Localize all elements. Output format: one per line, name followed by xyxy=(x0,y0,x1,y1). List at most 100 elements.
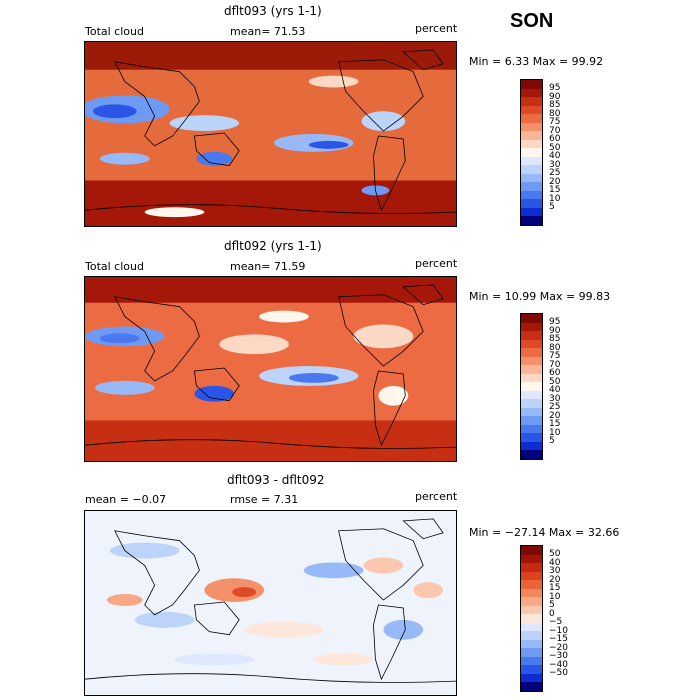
colorbar-segment xyxy=(521,122,542,132)
colorbar-segment xyxy=(521,88,542,98)
colorbar-segment xyxy=(521,580,542,589)
colorbar-tick-label: 90 xyxy=(549,325,561,336)
colorbar-tick-label: 10 xyxy=(549,591,561,602)
colorbar-tick-label: 30 xyxy=(549,393,561,404)
colorbar-tick-label: 20 xyxy=(549,574,561,585)
colorbar-tick-label: 95 xyxy=(549,83,561,94)
panel-middle-minmax: Min = 10.99 Max = 99.83 xyxy=(469,290,611,303)
colorbar-segment xyxy=(521,433,542,442)
panel-middle-title: dflt092 (yrs 1-1) xyxy=(224,239,322,253)
colorbar-tick-label: −30 xyxy=(549,651,568,662)
colorbar-tick-label: 60 xyxy=(549,134,561,145)
colorbar-segment xyxy=(521,382,542,391)
colorbar-tick-label: 15 xyxy=(549,583,561,594)
colorbar-segment xyxy=(521,216,542,225)
panel-middle-field-label: Total cloud xyxy=(85,260,144,273)
colorbar-tick-label: 15 xyxy=(549,185,561,196)
colorbar-tick-label: 95 xyxy=(549,317,561,328)
colorbar-tick-label: 30 xyxy=(549,566,561,577)
colorbar-tick-label: 40 xyxy=(549,385,561,396)
colorbar-tick-label: −40 xyxy=(549,659,568,670)
colorbar-tick-label: 5 xyxy=(549,436,555,447)
panel-top-colorbar xyxy=(520,79,543,226)
colorbar-tick-label: 20 xyxy=(549,410,561,421)
colorbar-segment xyxy=(521,114,542,123)
panel-bottom-colorbar xyxy=(520,545,543,692)
panel-middle-mean: mean= 71.59 xyxy=(230,260,306,273)
colorbar-segment xyxy=(521,631,542,640)
colorbar-tick-label: −15 xyxy=(549,634,568,645)
colorbar-segment xyxy=(521,182,542,191)
colorbar-segment xyxy=(521,373,542,383)
colorbar-segment xyxy=(521,339,542,349)
colorbar-tick-label: 10 xyxy=(549,427,561,438)
colorbar-segment xyxy=(521,407,542,417)
colorbar-segment xyxy=(521,156,542,166)
colorbar-segment xyxy=(521,656,542,666)
panel-bottom-minmax: Min = −27.14 Max = 32.66 xyxy=(469,526,620,539)
panel-bottom-rmse: rmse = 7.31 xyxy=(230,493,299,506)
colorbar-segment xyxy=(521,322,542,332)
colorbar-segment xyxy=(521,614,542,623)
panel-top-field-label: Total cloud xyxy=(85,25,144,38)
colorbar-segment xyxy=(521,390,542,400)
colorbar-tick-label: −10 xyxy=(549,625,568,636)
colorbar-tick-label: 75 xyxy=(549,351,561,362)
colorbar-segment xyxy=(521,190,542,200)
colorbar-tick-label: 0 xyxy=(549,608,555,619)
colorbar-tick-label: 15 xyxy=(549,419,561,430)
colorbar-tick-label: 85 xyxy=(549,100,561,111)
colorbar-segment xyxy=(521,441,542,451)
colorbar-segment xyxy=(521,207,542,217)
panel-middle-units: percent xyxy=(415,257,458,270)
colorbar-tick-label: −20 xyxy=(549,642,568,653)
colorbar-segment xyxy=(521,450,542,459)
colorbar-segment xyxy=(521,314,542,323)
colorbar-segment xyxy=(521,139,542,149)
panel-middle-colorbar xyxy=(520,313,543,460)
colorbar-tick-label: 70 xyxy=(549,359,561,370)
colorbar-segment xyxy=(521,571,542,581)
colorbar-tick-label: 80 xyxy=(549,342,561,353)
colorbar-segment xyxy=(521,665,542,674)
colorbar-tick-label: 50 xyxy=(549,376,561,387)
panel-top-title: dflt093 (yrs 1-1) xyxy=(224,4,322,18)
colorbar-tick-label: 10 xyxy=(549,193,561,204)
colorbar-tick-label: 5 xyxy=(549,202,555,213)
colorbar-segment xyxy=(521,673,542,683)
colorbar-segment xyxy=(521,597,542,606)
colorbar-segment xyxy=(521,356,542,366)
panel-middle-map xyxy=(84,276,457,462)
panel-bottom-map xyxy=(84,510,457,696)
colorbar-segment xyxy=(521,563,542,572)
colorbar-tick-label: 50 xyxy=(549,142,561,153)
panel-top-mean: mean= 71.53 xyxy=(230,25,306,38)
colorbar-tick-label: 5 xyxy=(549,600,555,611)
colorbar-segment xyxy=(521,173,542,183)
colorbar-segment xyxy=(521,148,542,157)
panel-bottom-mean: mean = −0.07 xyxy=(85,493,167,506)
season-label: SON xyxy=(510,10,554,32)
colorbar-tick-label: 25 xyxy=(549,402,561,413)
panel-bottom-title: dflt093 - dflt092 xyxy=(227,473,325,487)
colorbar-segment xyxy=(521,331,542,340)
colorbar-segment xyxy=(521,97,542,106)
colorbar-segment xyxy=(521,682,542,691)
colorbar-tick-label: 70 xyxy=(549,125,561,136)
panel-bottom-units: percent xyxy=(415,490,458,503)
colorbar-segment xyxy=(521,588,542,598)
colorbar-tick-label: 80 xyxy=(549,108,561,119)
colorbar-tick-label: 50 xyxy=(549,549,561,560)
colorbar-tick-label: 75 xyxy=(549,117,561,128)
colorbar-tick-label: 25 xyxy=(549,168,561,179)
panel-top-units: percent xyxy=(415,22,458,35)
colorbar-tick-label: −5 xyxy=(549,617,563,628)
colorbar-segment xyxy=(521,554,542,564)
colorbar-segment xyxy=(521,165,542,174)
colorbar-segment xyxy=(521,424,542,434)
panel-top-minmax: Min = 6.33 Max = 99.92 xyxy=(469,55,604,68)
colorbar-segment xyxy=(521,399,542,408)
colorbar-segment xyxy=(521,348,542,357)
colorbar-segment xyxy=(521,105,542,115)
colorbar-segment xyxy=(521,80,542,89)
